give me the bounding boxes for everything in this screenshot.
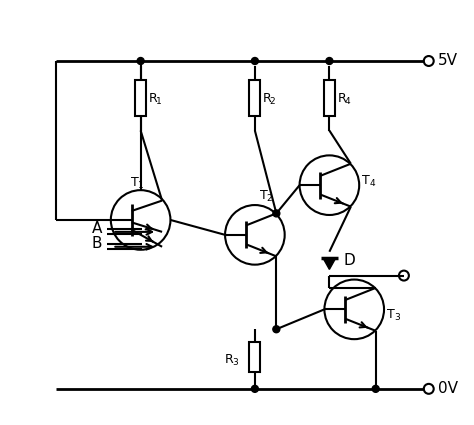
- Text: R: R: [263, 92, 272, 105]
- Text: 4: 4: [344, 97, 350, 106]
- Text: T: T: [131, 176, 138, 189]
- Text: 1: 1: [155, 97, 161, 106]
- Text: R: R: [337, 92, 346, 105]
- Circle shape: [273, 210, 280, 217]
- Text: 2: 2: [267, 194, 273, 203]
- Circle shape: [372, 385, 379, 392]
- Circle shape: [273, 326, 280, 333]
- Text: A: A: [92, 221, 102, 236]
- Text: T: T: [260, 189, 268, 201]
- Circle shape: [137, 57, 144, 65]
- Bar: [324, 80, 335, 116]
- Text: 4: 4: [369, 178, 375, 188]
- Text: 0V: 0V: [438, 381, 458, 397]
- Polygon shape: [323, 258, 336, 269]
- Text: R: R: [148, 92, 157, 105]
- Bar: [135, 80, 146, 116]
- Text: T: T: [387, 308, 395, 321]
- Text: 5V: 5V: [438, 54, 458, 68]
- Text: 2: 2: [270, 97, 275, 106]
- Bar: [249, 80, 260, 116]
- Text: T: T: [362, 174, 370, 187]
- Bar: [249, 342, 260, 371]
- Circle shape: [326, 57, 333, 65]
- Text: D: D: [343, 252, 355, 268]
- Text: 3: 3: [232, 357, 238, 366]
- Circle shape: [251, 385, 258, 392]
- Text: B: B: [92, 236, 102, 251]
- Text: R: R: [225, 352, 234, 366]
- Text: 3: 3: [394, 313, 400, 322]
- Text: 1: 1: [137, 181, 144, 190]
- Circle shape: [251, 57, 258, 65]
